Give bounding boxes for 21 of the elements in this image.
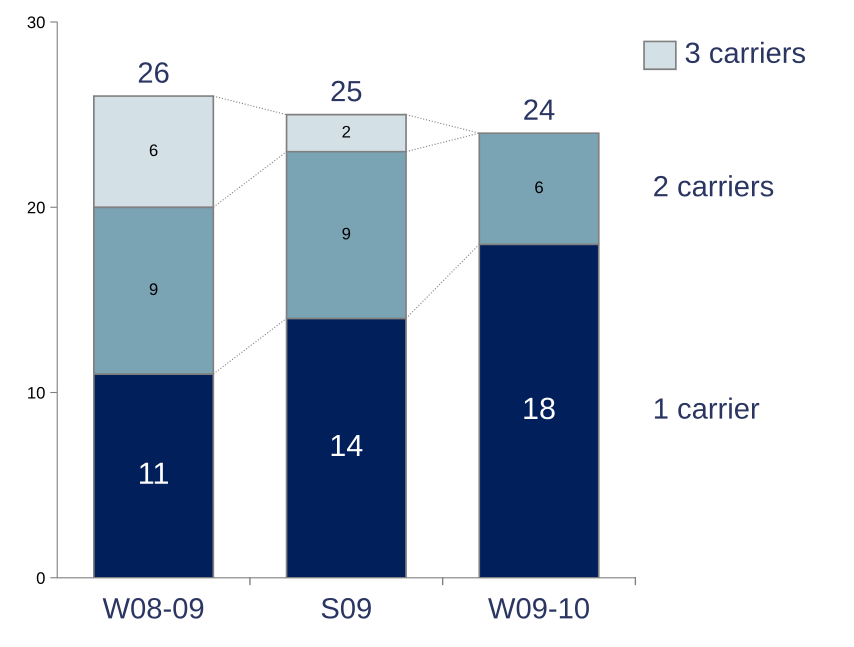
series-label: 1 carrier bbox=[654, 397, 760, 419]
data-label: 9 bbox=[150, 283, 158, 296]
data-label: 14 bbox=[332, 434, 362, 456]
data-label: 9 bbox=[342, 228, 350, 240]
data-label: 6 bbox=[150, 144, 158, 156]
y-tick-label: 0 bbox=[36, 572, 45, 584]
data-label: 11 bbox=[140, 462, 168, 484]
y-tick-label: 10 bbox=[28, 386, 45, 399]
x-tick-label: S09 bbox=[322, 598, 371, 619]
series-label: 2 carriers bbox=[654, 175, 774, 197]
legend-label: 3 carriers bbox=[686, 42, 806, 64]
total-label: 26 bbox=[138, 62, 169, 83]
y-tick-label: 20 bbox=[28, 202, 45, 214]
data-label: 2 bbox=[342, 126, 350, 138]
x-tick-label: W08-09 bbox=[102, 598, 204, 619]
y-tick-label: 30 bbox=[28, 16, 45, 28]
total-label: 24 bbox=[524, 99, 554, 120]
x-tick-label: W09-10 bbox=[488, 598, 589, 619]
data-label: 18 bbox=[524, 398, 555, 420]
total-label: 25 bbox=[332, 80, 362, 102]
data-label: 6 bbox=[535, 181, 543, 194]
